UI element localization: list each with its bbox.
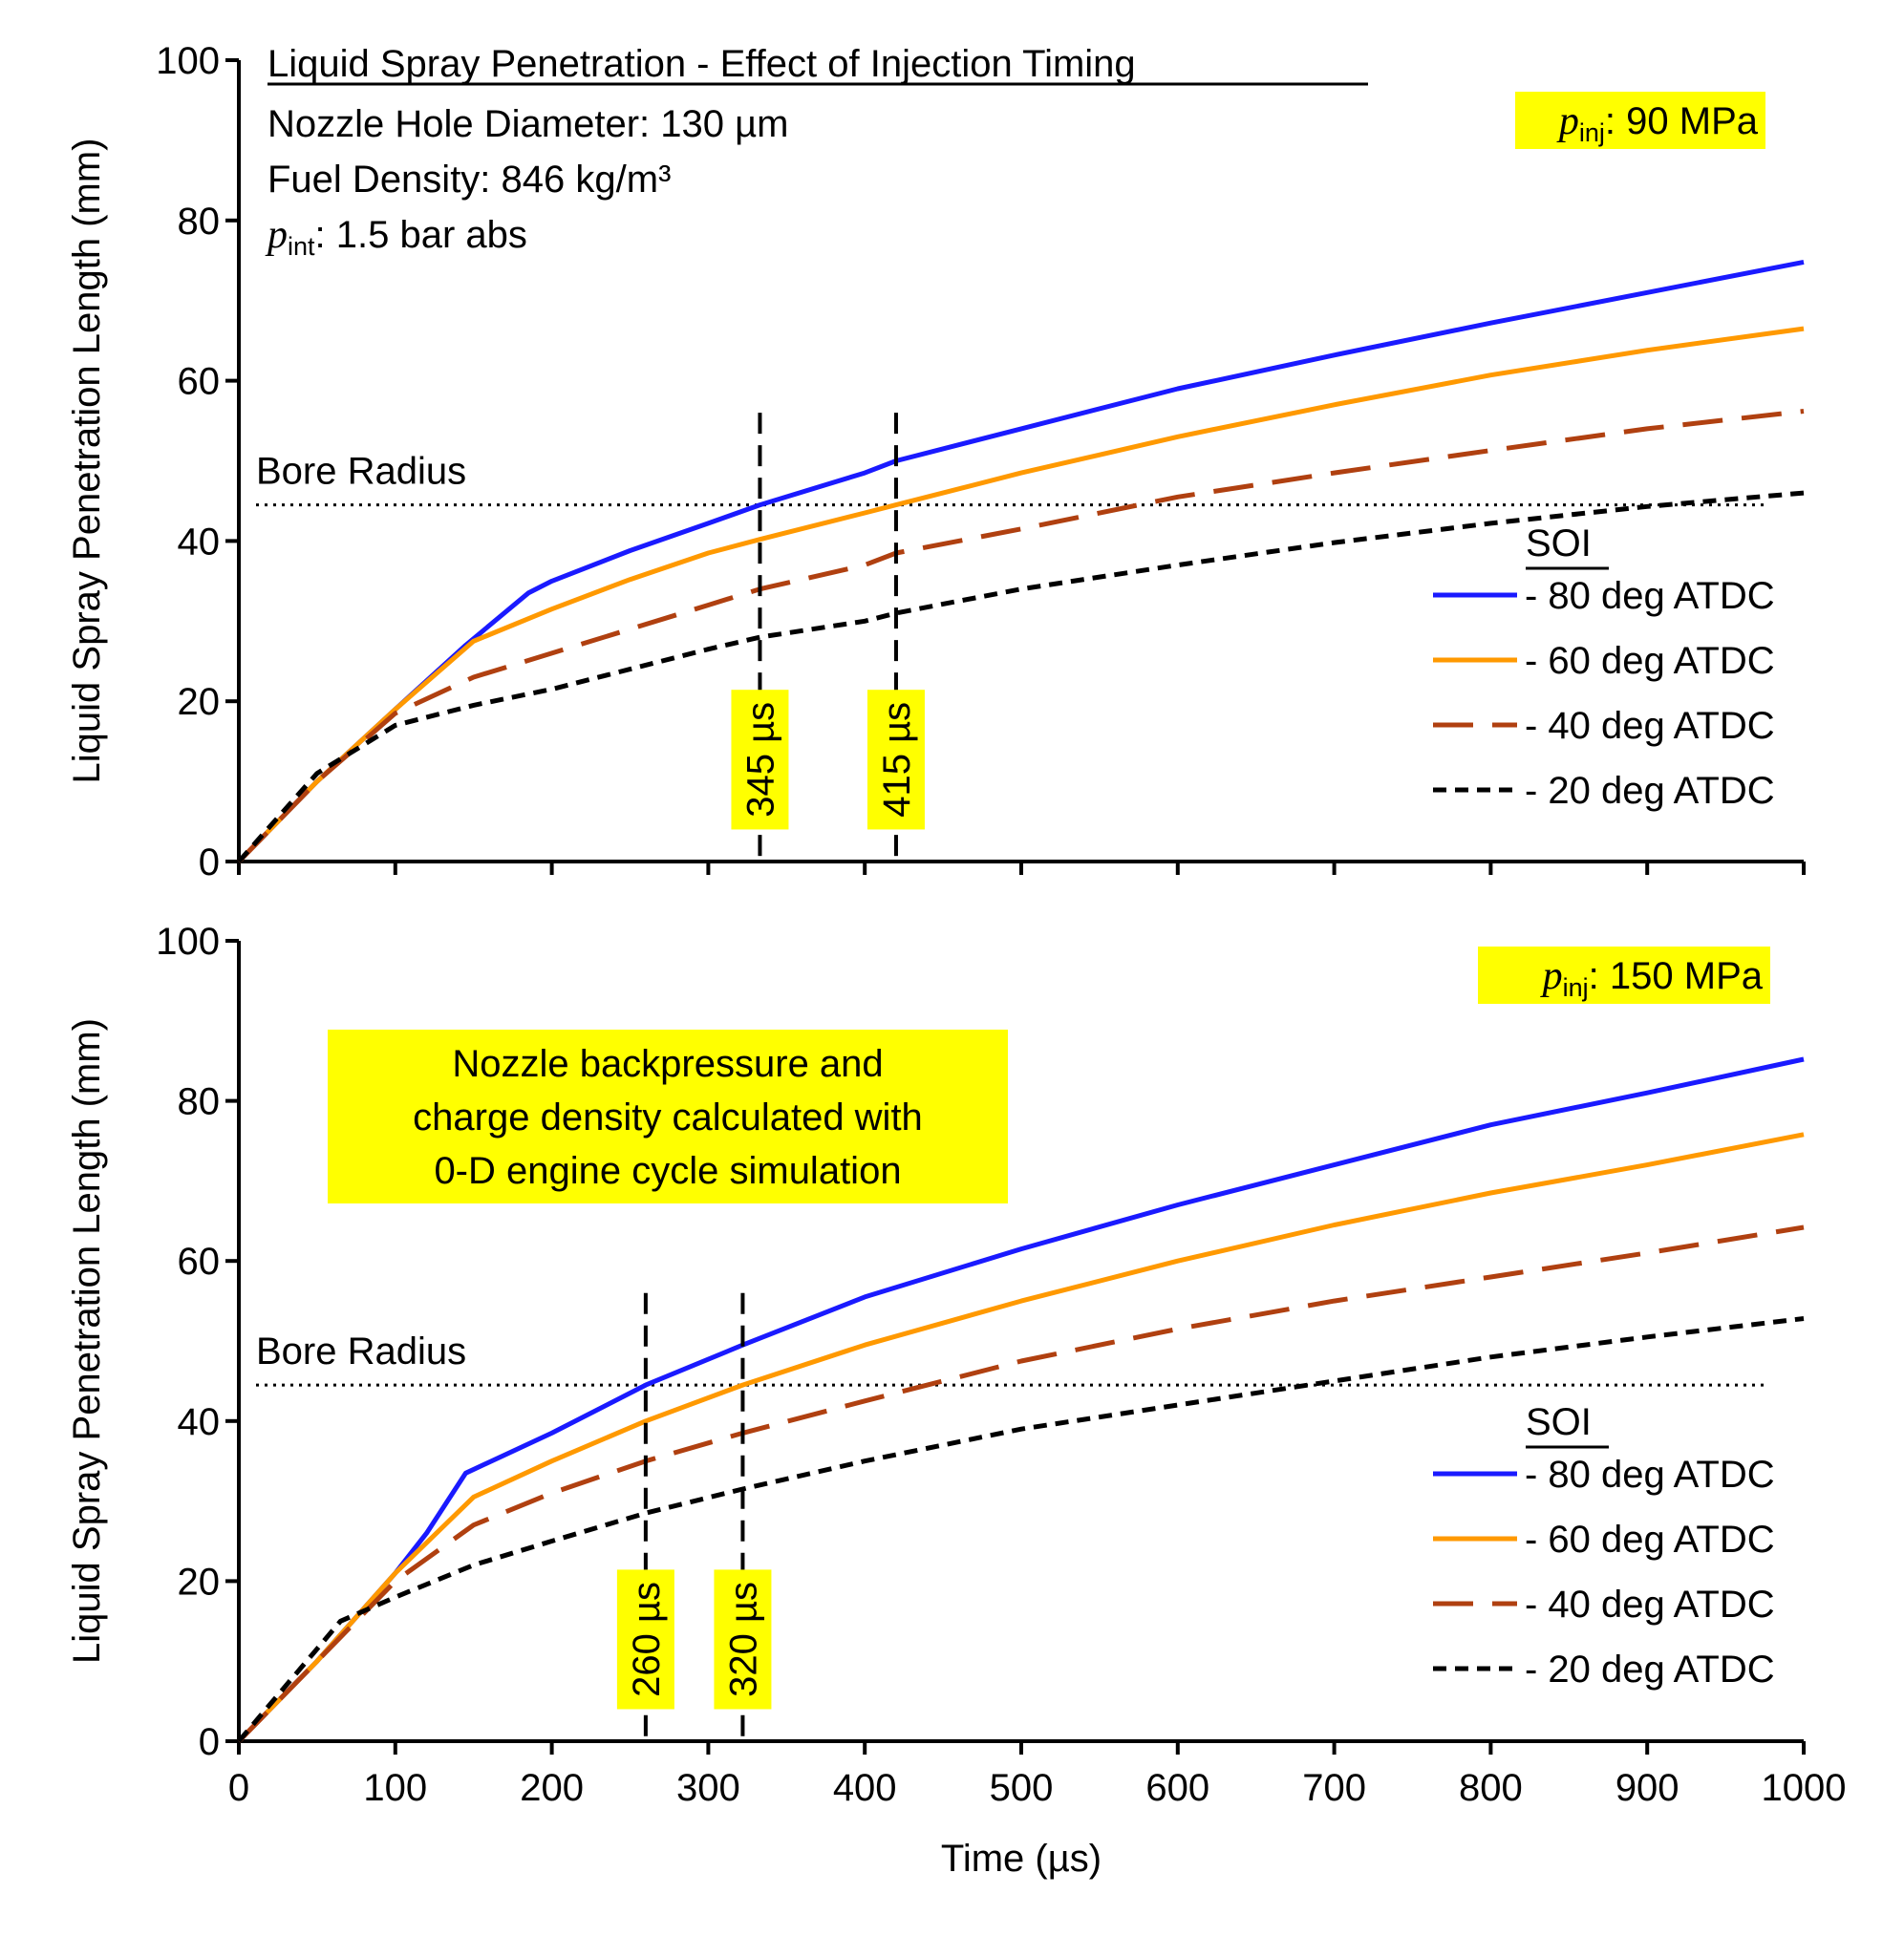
y-tick-label: 0 — [199, 841, 220, 883]
x-tick-label: 500 — [990, 1767, 1054, 1809]
x-tick-label: 100 — [363, 1767, 427, 1809]
legend-label: - 40 deg ATDC — [1525, 705, 1775, 747]
timing-marker-highlight — [866, 690, 925, 830]
y-axis-title: Liquid Spray Penetration Length (mm) — [66, 1018, 108, 1664]
timing-marker-label: 415 µs — [876, 702, 918, 818]
legend-label: - 80 deg ATDC — [1525, 1454, 1775, 1496]
series-line — [237, 1132, 1805, 1743]
y-tick-label: 60 — [178, 1241, 221, 1283]
bore-radius-label: Bore Radius — [256, 451, 466, 493]
note-box — [328, 1030, 1008, 1203]
y-tick-label: 40 — [178, 521, 221, 563]
series-line — [237, 1316, 1805, 1743]
x-tick-label: 1000 — [1762, 1767, 1847, 1809]
x-tick-label: 400 — [833, 1767, 897, 1809]
y-tick-label: 100 — [156, 40, 220, 82]
y-tick-label: 100 — [156, 921, 220, 963]
inj-pressure-highlight — [1478, 947, 1770, 1004]
timing-marker-label: 345 µs — [739, 702, 781, 818]
top-panel: 0 20 40 60 80 100 Liquid Spray Penetration Len… — [66, 40, 1806, 883]
y-tick-label: 80 — [178, 1081, 221, 1123]
legend-title: SOI — [1526, 1401, 1592, 1443]
y-axis-title: Liquid Spray Penetration Length (mm) — [66, 138, 108, 784]
series-line — [237, 409, 1805, 863]
note-line: 0-D engine cycle simulation — [434, 1150, 901, 1192]
x-tick-label: 600 — [1145, 1767, 1209, 1809]
legend-label: - 20 deg ATDC — [1525, 1649, 1775, 1691]
timing-marker-highlight — [616, 1569, 674, 1710]
legend-label: - 60 deg ATDC — [1525, 640, 1775, 682]
y-tick-label: 40 — [178, 1401, 221, 1443]
series-line — [237, 326, 1805, 863]
y-tick-label: 60 — [178, 361, 221, 403]
x-tick-label: 300 — [676, 1767, 740, 1809]
note-line: charge density calculated with — [413, 1096, 923, 1139]
y-tick-label: 20 — [178, 1561, 221, 1603]
legend-label: - 40 deg ATDC — [1525, 1584, 1775, 1626]
chart-title: Liquid Spray Penetration - Effect of Inj… — [267, 43, 1136, 85]
y-tick-label: 0 — [199, 1721, 220, 1763]
timing-marker-label: 260 µs — [626, 1582, 668, 1697]
series-line — [237, 1224, 1805, 1743]
inj-pressure-highlight — [1515, 92, 1765, 149]
x-tick-label: 0 — [228, 1767, 249, 1809]
x-tick-label: 700 — [1302, 1767, 1366, 1809]
subtitle-line: pint: 1.5 bar abs — [265, 213, 527, 261]
legend-label: - 80 deg ATDC — [1525, 575, 1775, 617]
x-tick-label: 200 — [520, 1767, 584, 1809]
subtitle-line: Nozzle Hole Diameter: 130 µm — [267, 103, 788, 145]
legend-label: - 20 deg ATDC — [1525, 770, 1775, 812]
timing-marker-label: 320 µs — [722, 1582, 764, 1697]
inj-pressure-label: pinj: 150 MPa — [1540, 954, 1764, 1002]
note-line: Nozzle backpressure and — [452, 1043, 883, 1085]
bore-radius-label: Bore Radius — [256, 1330, 466, 1373]
subtitle-line: Fuel Density: 846 kg/m³ — [267, 159, 671, 201]
legend-label: - 60 deg ATDC — [1525, 1519, 1775, 1561]
inj-pressure-label: pinj: 90 MPa — [1556, 99, 1759, 147]
x-tick-label: 900 — [1615, 1767, 1679, 1809]
y-tick-label: 80 — [178, 201, 221, 243]
series-line — [237, 490, 1805, 863]
legend-title: SOI — [1526, 522, 1592, 564]
y-tick-label: 20 — [178, 681, 221, 723]
x-axis-title: Time (µs) — [941, 1838, 1102, 1880]
timing-marker-highlight — [731, 690, 789, 830]
x-tick-label: 800 — [1459, 1767, 1523, 1809]
timing-marker-highlight — [714, 1569, 772, 1710]
